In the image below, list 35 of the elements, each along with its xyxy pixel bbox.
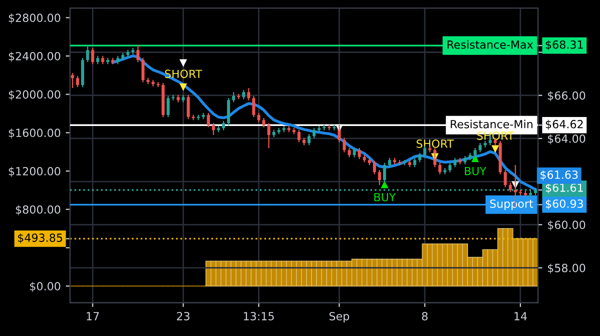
x-tick-label: 13:15: [244, 312, 274, 320]
point: [380, 180, 388, 188]
y-tick-label: $800.00: [16, 205, 60, 216]
y2-tick-label: $64.62: [546, 120, 583, 130]
y-tick-label: $1200.00: [8, 166, 60, 177]
y2-tick-label: $60.00: [548, 220, 586, 231]
y2-tick-label: $58.00: [548, 264, 586, 274]
y2-tick-label: $66.00: [548, 91, 586, 102]
point: [179, 83, 188, 91]
x-tick-label: 8: [422, 312, 428, 320]
ref-line-label: Resistance-Min: [450, 120, 532, 128]
y2-tick-label: $68.31: [546, 40, 583, 50]
annotation: SHORT: [165, 70, 202, 78]
y-tick-label: $0.00: [30, 282, 60, 292]
annotation: SHORT: [416, 140, 454, 148]
y2-tick-label: $64.00: [548, 134, 586, 144]
x-tick-label: 14: [514, 312, 527, 320]
point: [471, 154, 479, 162]
annotation: BUY: [464, 166, 486, 176]
y-tick-label: $1600.00: [8, 128, 60, 139]
point: [179, 59, 188, 67]
ref-line-label: Resistance-Max: [448, 40, 533, 49]
y-tick-label: $2400.00: [8, 52, 60, 62]
point: [491, 145, 500, 153]
x-tick-label: 17: [86, 312, 99, 320]
y2-tick-label: $61.61: [546, 183, 583, 194]
x-tick-label: Sep: [330, 312, 350, 323]
ref-line-label: Support: [490, 199, 534, 210]
data-label: $61.63: [540, 170, 578, 180]
annotation: BUY: [374, 193, 396, 202]
x-tick-label: 23: [176, 312, 190, 320]
y-tick-label: $2800.00: [8, 13, 60, 24]
y-tick-label: $2000.00: [8, 90, 60, 100]
y2-tick-label: $60.93: [546, 199, 583, 210]
y-tick-label: $493.85: [18, 233, 62, 244]
